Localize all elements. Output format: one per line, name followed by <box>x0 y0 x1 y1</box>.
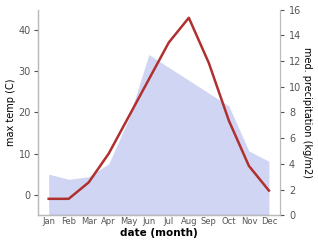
Y-axis label: max temp (C): max temp (C) <box>5 79 16 146</box>
Y-axis label: med. precipitation (kg/m2): med. precipitation (kg/m2) <box>302 47 313 178</box>
X-axis label: date (month): date (month) <box>120 228 198 238</box>
